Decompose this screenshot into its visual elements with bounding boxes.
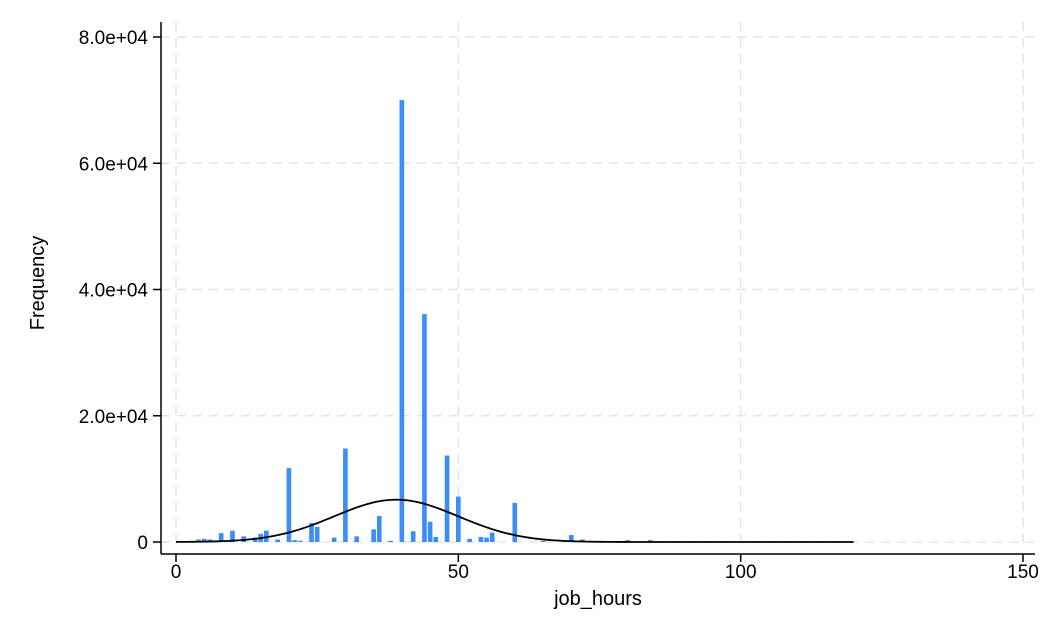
histogram-bar [427, 521, 433, 542]
histogram-bar [292, 540, 297, 542]
histogram-bar [286, 468, 292, 542]
histogram-bar [314, 526, 320, 542]
histogram-bar [625, 540, 631, 542]
histogram-bar [410, 531, 416, 542]
histogram-bar [489, 532, 495, 542]
histogram-bar [512, 502, 518, 542]
histogram-bar [647, 540, 653, 542]
axes [160, 22, 1035, 555]
histogram-bar [331, 537, 337, 542]
histogram-bar [422, 314, 427, 542]
histogram-bar [433, 536, 439, 542]
y-tick-label: 2.0e+04 [79, 407, 149, 428]
histogram-bar [399, 100, 405, 542]
histogram-bar [540, 540, 546, 542]
normal-curve-path [175, 498, 854, 543]
histogram-bar [371, 529, 376, 542]
histogram-bar [467, 538, 472, 542]
y-tick-label: 8.0e+04 [79, 28, 149, 49]
histogram-bar [275, 539, 280, 542]
histogram-bar [568, 535, 574, 542]
histogram-bar [297, 540, 303, 542]
grid-lines [161, 22, 1035, 543]
histogram-bar [196, 539, 201, 542]
histogram-bar [264, 530, 269, 542]
histogram-bar [252, 537, 258, 542]
histogram-bar [343, 448, 348, 542]
histogram-bars [196, 100, 653, 542]
y-axis-title: Frequency [27, 236, 49, 331]
y-ticks: 0 2.0e+04 4.0e+04 6.0e+04 8.0e+04 [79, 28, 161, 554]
x-tick-label: 50 [448, 562, 469, 583]
histogram-bar [388, 540, 393, 542]
histogram-bar [354, 536, 360, 542]
x-tick-label: 0 [171, 562, 182, 583]
y-tick-label: 4.0e+04 [79, 281, 149, 302]
histogram-bar [478, 536, 484, 542]
histogram-bar [484, 537, 489, 542]
histogram-bar [218, 533, 224, 542]
histogram-bar [309, 523, 314, 542]
histogram-bar [201, 538, 207, 542]
x-axis-title: job_hours [553, 588, 642, 610]
y-tick-label: 0 [137, 533, 148, 554]
histogram-bar [444, 455, 450, 542]
normal-density-curve [175, 498, 854, 543]
y-tick-label: 6.0e+04 [79, 154, 149, 175]
x-ticks: 0 50 100 150 [171, 554, 1039, 583]
x-tick-label: 100 [725, 562, 757, 583]
histogram-bar [376, 516, 382, 542]
histogram-bar [456, 496, 461, 542]
x-tick-label: 150 [1007, 562, 1039, 583]
histogram-bar [230, 530, 235, 542]
